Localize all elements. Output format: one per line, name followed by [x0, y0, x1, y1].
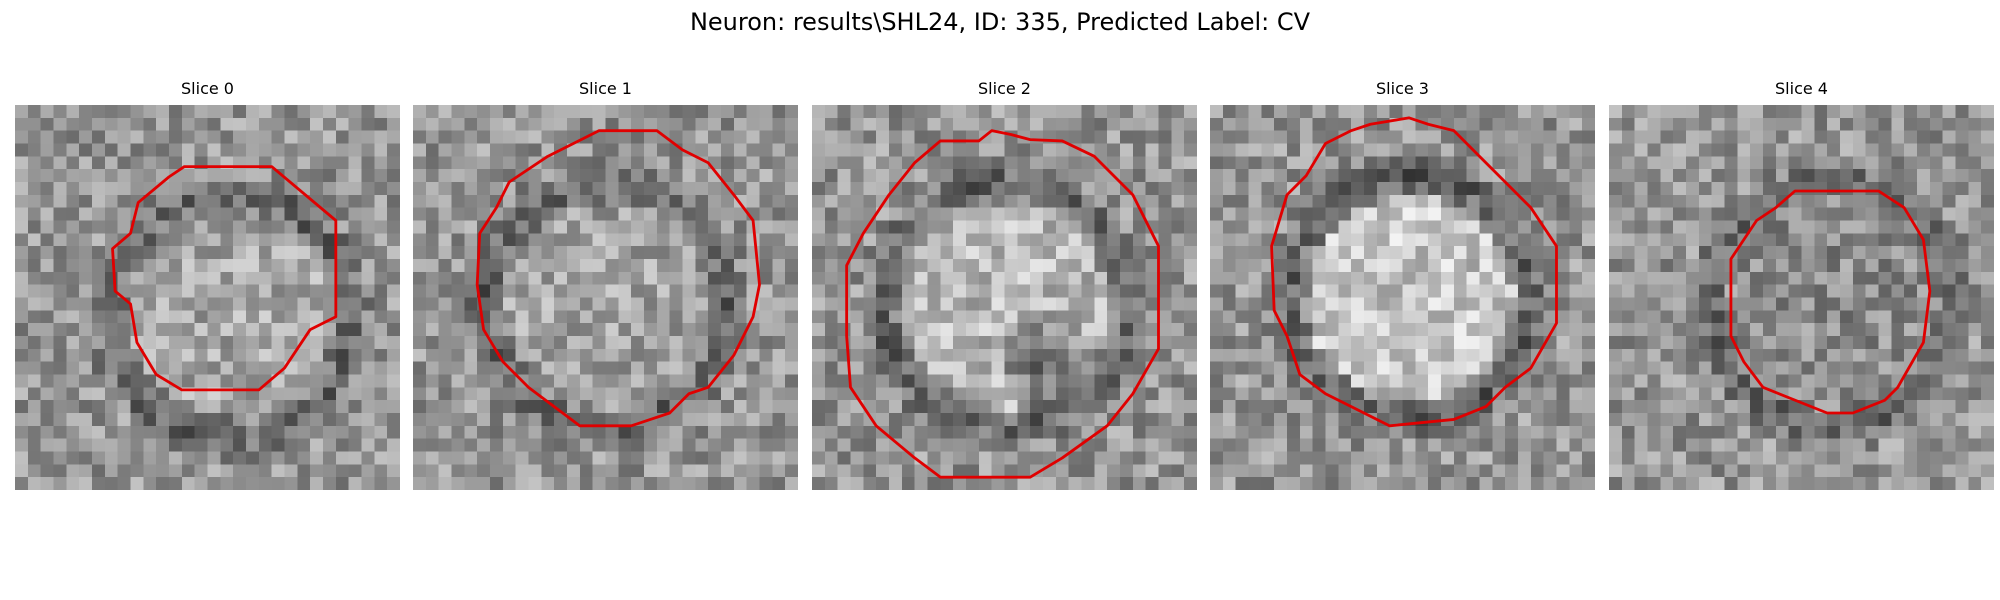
figure-title: Neuron: results\SHL24, ID: 335, Predicte…	[689, 8, 1311, 36]
slice-panel-1: Slice 1	[413, 79, 798, 490]
slice-image-0	[15, 105, 400, 490]
slice-panel-2: Slice 2	[812, 79, 1197, 490]
slice-title-2: Slice 2	[978, 79, 1031, 98]
slice-image-1	[413, 105, 798, 490]
slice-title-4: Slice 4	[1775, 79, 1828, 98]
slice-title-1: Slice 1	[579, 79, 632, 98]
slice-panel-0: Slice 0	[15, 79, 400, 490]
slice-panel-3: Slice 3	[1210, 79, 1595, 490]
slice-panel-4: Slice 4	[1609, 79, 1994, 490]
slice-image-2	[812, 105, 1197, 490]
contour-outline-2	[845, 129, 1160, 479]
contour-outline-1	[475, 129, 761, 428]
contour-outline-3	[1270, 116, 1558, 428]
slice-title-3: Slice 3	[1376, 79, 1429, 98]
contour-outline-4	[1729, 189, 1932, 415]
slice-title-0: Slice 0	[181, 79, 234, 98]
contour-outline-0	[111, 165, 338, 392]
slice-image-4	[1609, 105, 1994, 490]
slice-image-3	[1210, 105, 1595, 490]
